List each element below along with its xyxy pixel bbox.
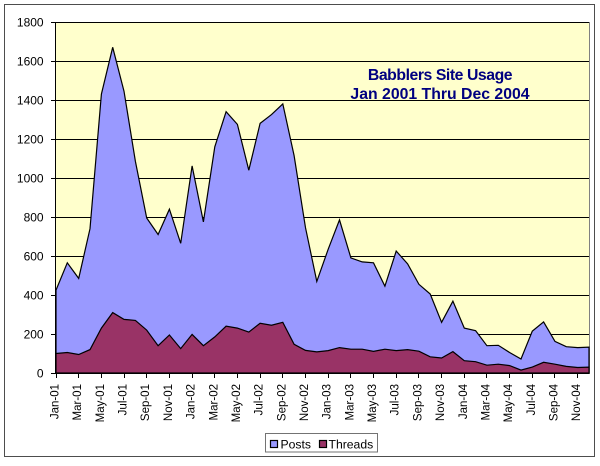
svg-text:Jul-04: Jul-04: [526, 383, 538, 415]
svg-text:Nov-04: Nov-04: [571, 383, 583, 421]
svg-text:Babblers Site Usage: Babblers Site Usage: [368, 67, 513, 84]
svg-text:Jul-03: Jul-03: [390, 384, 402, 415]
svg-text:Jan-02: Jan-02: [186, 384, 198, 419]
svg-text:Mar-01: Mar-01: [72, 384, 84, 420]
svg-text:1600: 1600: [17, 54, 44, 68]
svg-text:600: 600: [24, 249, 44, 263]
svg-text:0: 0: [37, 366, 44, 380]
svg-text:Nov-01: Nov-01: [163, 384, 175, 421]
svg-text:Jan-03: Jan-03: [322, 384, 334, 419]
svg-text:Jul-02: Jul-02: [254, 384, 266, 415]
svg-text:Mar-03: Mar-03: [344, 384, 356, 420]
svg-text:800: 800: [24, 210, 44, 224]
svg-text:400: 400: [24, 288, 44, 302]
svg-text:1200: 1200: [17, 132, 44, 146]
svg-text:Sep-03: Sep-03: [412, 384, 424, 421]
svg-text:Nov-03: Nov-03: [435, 384, 447, 421]
svg-text:Posts: Posts: [281, 438, 311, 452]
svg-text:Sep-01: Sep-01: [140, 384, 152, 421]
svg-text:Jan-01: Jan-01: [50, 384, 62, 419]
svg-text:1000: 1000: [17, 171, 44, 185]
svg-text:Threads: Threads: [329, 438, 374, 452]
svg-text:Jan-04: Jan-04: [458, 383, 470, 419]
svg-text:Jul-01: Jul-01: [118, 384, 130, 415]
svg-text:Nov-02: Nov-02: [299, 384, 311, 421]
svg-text:Mar-04: Mar-04: [480, 383, 492, 420]
svg-text:1400: 1400: [17, 93, 44, 107]
svg-text:May-01: May-01: [95, 384, 107, 422]
svg-text:May-03: May-03: [367, 384, 379, 422]
svg-text:Mar-02: Mar-02: [208, 384, 220, 420]
svg-text:May-02: May-02: [231, 384, 243, 422]
svg-text:Sep-04: Sep-04: [549, 383, 561, 421]
svg-text:Jan 2001 Thru Dec 2004: Jan 2001 Thru Dec 2004: [350, 86, 529, 103]
svg-text:200: 200: [24, 327, 44, 341]
svg-text:Sep-02: Sep-02: [276, 384, 288, 421]
svg-text:May-04: May-04: [503, 383, 515, 422]
svg-text:1800: 1800: [17, 15, 44, 29]
